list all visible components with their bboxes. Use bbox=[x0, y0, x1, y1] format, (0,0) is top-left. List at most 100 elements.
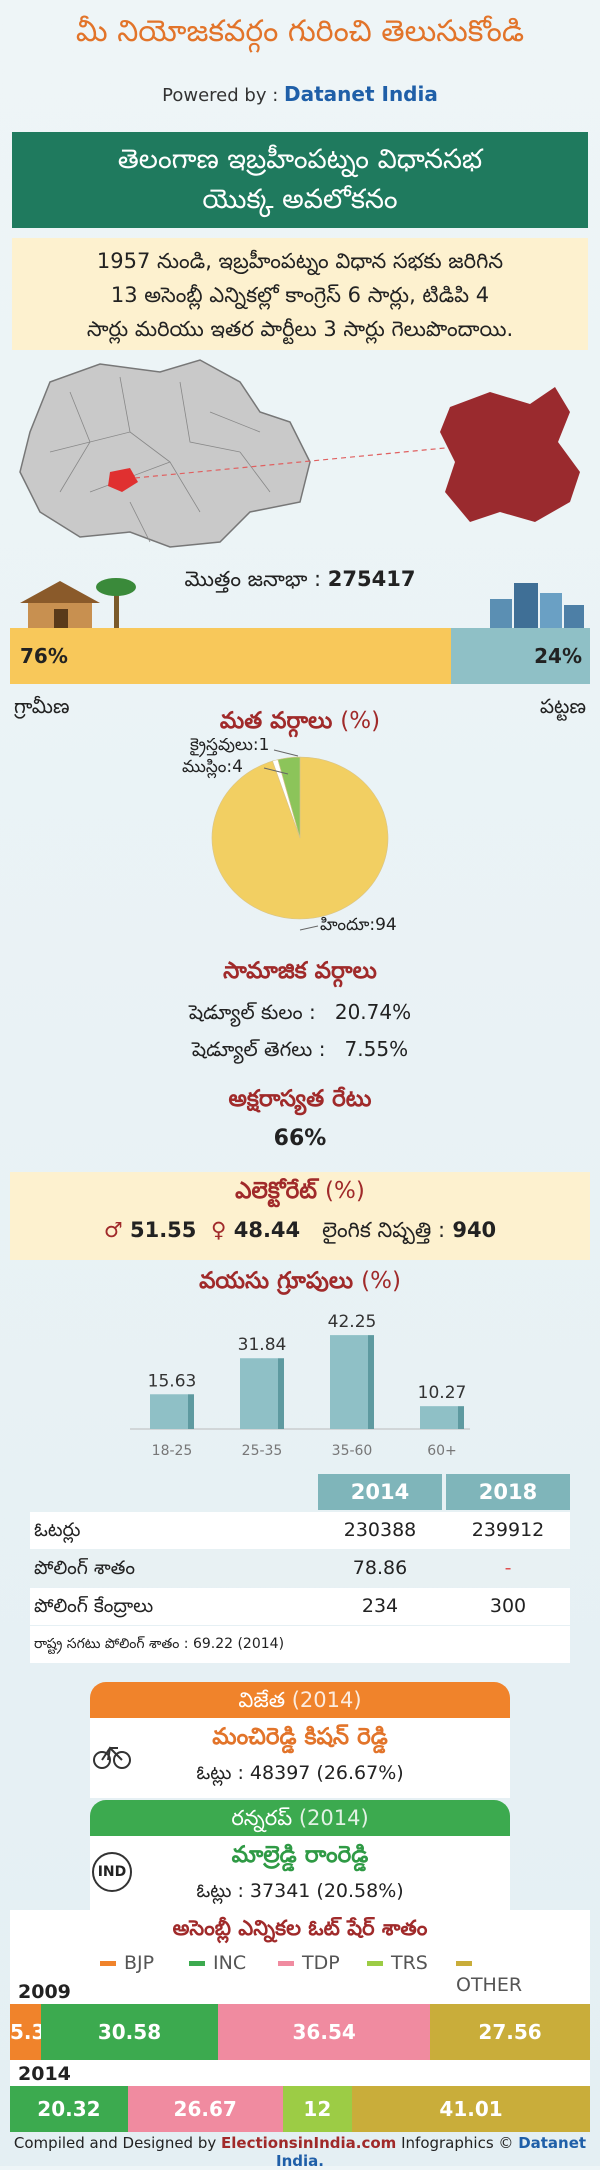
powered-by: Powered by : Datanet India bbox=[0, 82, 600, 106]
age-bar bbox=[330, 1335, 368, 1429]
electorate-box bbox=[10, 1172, 590, 1260]
urban-percent: 24% bbox=[534, 644, 582, 668]
voteshare-segment-tdp: 36.54 bbox=[218, 2004, 431, 2060]
runnerup-name: మాల్రెడ్డి రాంరెడ్డి bbox=[231, 1842, 369, 1868]
footer-middle: Infographics © bbox=[401, 2134, 514, 2152]
age-title: వయసు గ్రూపులు (%) bbox=[0, 1268, 600, 1300]
page-title: మీ నియోజకవర్గం గురించి తెలుసుకోండి bbox=[75, 14, 525, 49]
legend-swatch bbox=[278, 1961, 294, 1966]
turnout-2018: - bbox=[504, 1557, 512, 1579]
age-unit: (%) bbox=[361, 1268, 401, 1294]
table-row: పోలింగ్ కేంద్రాలు 234 300 bbox=[30, 1588, 570, 1625]
voteshare-segment-tdp: 26.67 bbox=[127, 2086, 283, 2132]
legend-label: BJP bbox=[124, 1952, 155, 1974]
electorate-title-text: ఎలెక్టోరేట్ bbox=[235, 1178, 317, 1204]
sc-value: 20.74% bbox=[334, 1000, 412, 1024]
population-total: మొత్తం జనాభా : 275417 bbox=[0, 567, 600, 597]
age-bar-value: 10.27 bbox=[418, 1383, 467, 1403]
voteshare-bar-2009: 5.31 30.58 36.54 27.56 bbox=[10, 2004, 590, 2060]
legend-swatch bbox=[367, 1961, 383, 1966]
religion-title: మత వర్గాలు (%) bbox=[0, 708, 600, 740]
age-bar-value: 15.63 bbox=[148, 1371, 197, 1391]
religion-unit: (%) bbox=[340, 708, 381, 734]
footer-prefix: Compiled and Designed by bbox=[13, 2134, 217, 2152]
stations-2014: 234 bbox=[361, 1595, 399, 1617]
age-category-label: 25-35 bbox=[242, 1443, 283, 1459]
female-icon: ♀ bbox=[211, 1218, 227, 1242]
legend-label: TDP bbox=[302, 1952, 340, 1974]
legend-swatch bbox=[189, 1961, 205, 1966]
age-category-label: 35-60 bbox=[332, 1443, 373, 1459]
population-value: 275417 bbox=[327, 567, 416, 591]
voteshare-segment-other: 41.01 bbox=[352, 2086, 590, 2132]
age-bar-shade bbox=[458, 1406, 464, 1429]
table-row: ఓటర్లు 230388 239912 bbox=[30, 1512, 570, 1549]
rural-bar: 76% bbox=[10, 628, 451, 684]
age-bar-shade bbox=[278, 1358, 284, 1429]
runnerup-year: (2014) bbox=[298, 1806, 369, 1830]
runnerup-votes: ఓట్లు : 37341 (20.58%) bbox=[196, 1880, 404, 1902]
intro-line-2: 13 అసెంబ్లీ ఎన్నికల్లో కాంగ్రెస్ 6 సార్ల… bbox=[110, 283, 490, 307]
legend-item: TDP bbox=[278, 1952, 340, 1974]
voters-2014: 230388 bbox=[343, 1519, 417, 1541]
age-bar bbox=[150, 1394, 188, 1429]
voteshare-title: అసెంబ్లీ ఎన్నికల ఓట్ షేర్ శాతం bbox=[172, 1916, 428, 1940]
st-label: షెడ్యూల్ తెగలు : bbox=[191, 1037, 326, 1061]
muslim-slice-label: ముస్లిం:4 bbox=[182, 757, 243, 779]
legend-label: INC bbox=[213, 1952, 247, 1974]
population-label: మొత్తం జనాభా : bbox=[184, 567, 322, 591]
runnerup-header: రన్నరప్ (2014) bbox=[90, 1800, 510, 1836]
st-value: 7.55% bbox=[344, 1037, 409, 1061]
turnout-2014: 78.86 bbox=[352, 1557, 408, 1579]
legend-label: OTHER bbox=[456, 1974, 523, 1996]
age-title-text: వయసు గ్రూపులు bbox=[199, 1268, 354, 1294]
winner-card: మంచిరెడ్డి కిషన్ రెడ్డి ఓట్లు : 48397 (2… bbox=[90, 1718, 510, 1798]
winner-title: విజేత bbox=[238, 1688, 286, 1712]
electorate-title: ఎలెక్టోరేట్ (%) bbox=[0, 1178, 600, 1210]
hindu-leader-line bbox=[299, 925, 319, 931]
rural-percent: 76% bbox=[20, 644, 68, 668]
brand-logo: Datanet India bbox=[284, 82, 438, 106]
voteshare-segment-bjp: 5.31 bbox=[10, 2004, 59, 2060]
urban-label: పట్టణ bbox=[539, 694, 586, 718]
runnerup-card: IND మాల్రెడ్డి రాంరెడ్డి ఓట్లు : 37341 (… bbox=[90, 1836, 510, 1916]
stations-2018: 300 bbox=[489, 1595, 527, 1617]
voteshare-segment-other: 27.56 bbox=[430, 2004, 590, 2060]
intro-line-3: సార్లు మరియు ఇతర పార్టీలు 3 సార్లు గెలుప… bbox=[86, 317, 514, 341]
voteshare-legend: BJP INC TDP TRS OTHER bbox=[100, 1952, 522, 1996]
male-icon: ♂ bbox=[103, 1218, 123, 1242]
table-header-2014: 2014 bbox=[318, 1474, 442, 1510]
state-average-note: రాష్ట్ర సగటు పోలింగ్ శాతం : 69.22 (2014) bbox=[30, 1626, 570, 1663]
banner-line-1: తెలంగాణ ఇబ్రహీంపట్నం విధానసభ bbox=[117, 144, 483, 175]
st-row: షెడ్యూల్ తెగలు : 7.55% bbox=[0, 1037, 600, 1066]
age-bar-chart: 15.63 18-25 31.84 25-35 42.25 35-60 10.27 60+ bbox=[130, 1312, 470, 1459]
footer-brand-elections: ElectionsinIndia.com bbox=[221, 2134, 397, 2152]
sc-row: షెడ్యూల్ కులం : 20.74% bbox=[0, 1000, 600, 1029]
voteshare-segment-inc: 20.32 bbox=[10, 2086, 128, 2132]
table-row: పోలింగ్ శాతం 78.86 - bbox=[30, 1550, 570, 1587]
table-header-2018: 2018 bbox=[446, 1474, 570, 1510]
constituency-highlight bbox=[108, 468, 138, 492]
row-label-stations: పోలింగ్ కేంద్రాలు bbox=[34, 1595, 154, 1617]
row-label-turnout: పోలింగ్ శాతం bbox=[34, 1557, 136, 1579]
year-label-2014: 2014 bbox=[18, 2063, 71, 2085]
legend-label: TRS bbox=[391, 1952, 428, 1974]
urban-bar: 24% bbox=[450, 628, 590, 684]
religion-pie-chart: హిందూ:94 ముస్లిం:4 క్రైస్తవులు:1 bbox=[182, 738, 397, 935]
rural-label: గ్రామీణ bbox=[14, 694, 70, 718]
banner-line-2: యొక్క అవలోకనం bbox=[202, 184, 398, 215]
electorate-row: ♂ 51.55 ♀ 48.44 లైంగిక నిష్పత్తి : 940 bbox=[0, 1218, 600, 1248]
voteshare-segment-trs: 12 bbox=[282, 2086, 353, 2132]
literacy-title: అక్షరాస్యత రేటు bbox=[228, 1086, 372, 1112]
pie-slice bbox=[277, 756, 301, 839]
age-bar bbox=[240, 1358, 278, 1429]
village-hut-icon bbox=[20, 578, 136, 629]
ind-badge: IND bbox=[92, 1852, 132, 1892]
intro-line-1: 1957 నుండి, ఇబ్రహీంపట్నం విధాన సభకు జరిగ… bbox=[96, 249, 504, 273]
powered-prefix: Powered by : bbox=[162, 85, 279, 106]
bicycle-icon bbox=[93, 1746, 131, 1769]
voteshare-bar-2014: 20.32 26.67 12 41.01 bbox=[10, 2086, 590, 2132]
telangana-map bbox=[19, 359, 580, 548]
runnerup-title: రన్నరప్ bbox=[231, 1806, 293, 1830]
age-bar-value: 42.25 bbox=[328, 1312, 377, 1332]
